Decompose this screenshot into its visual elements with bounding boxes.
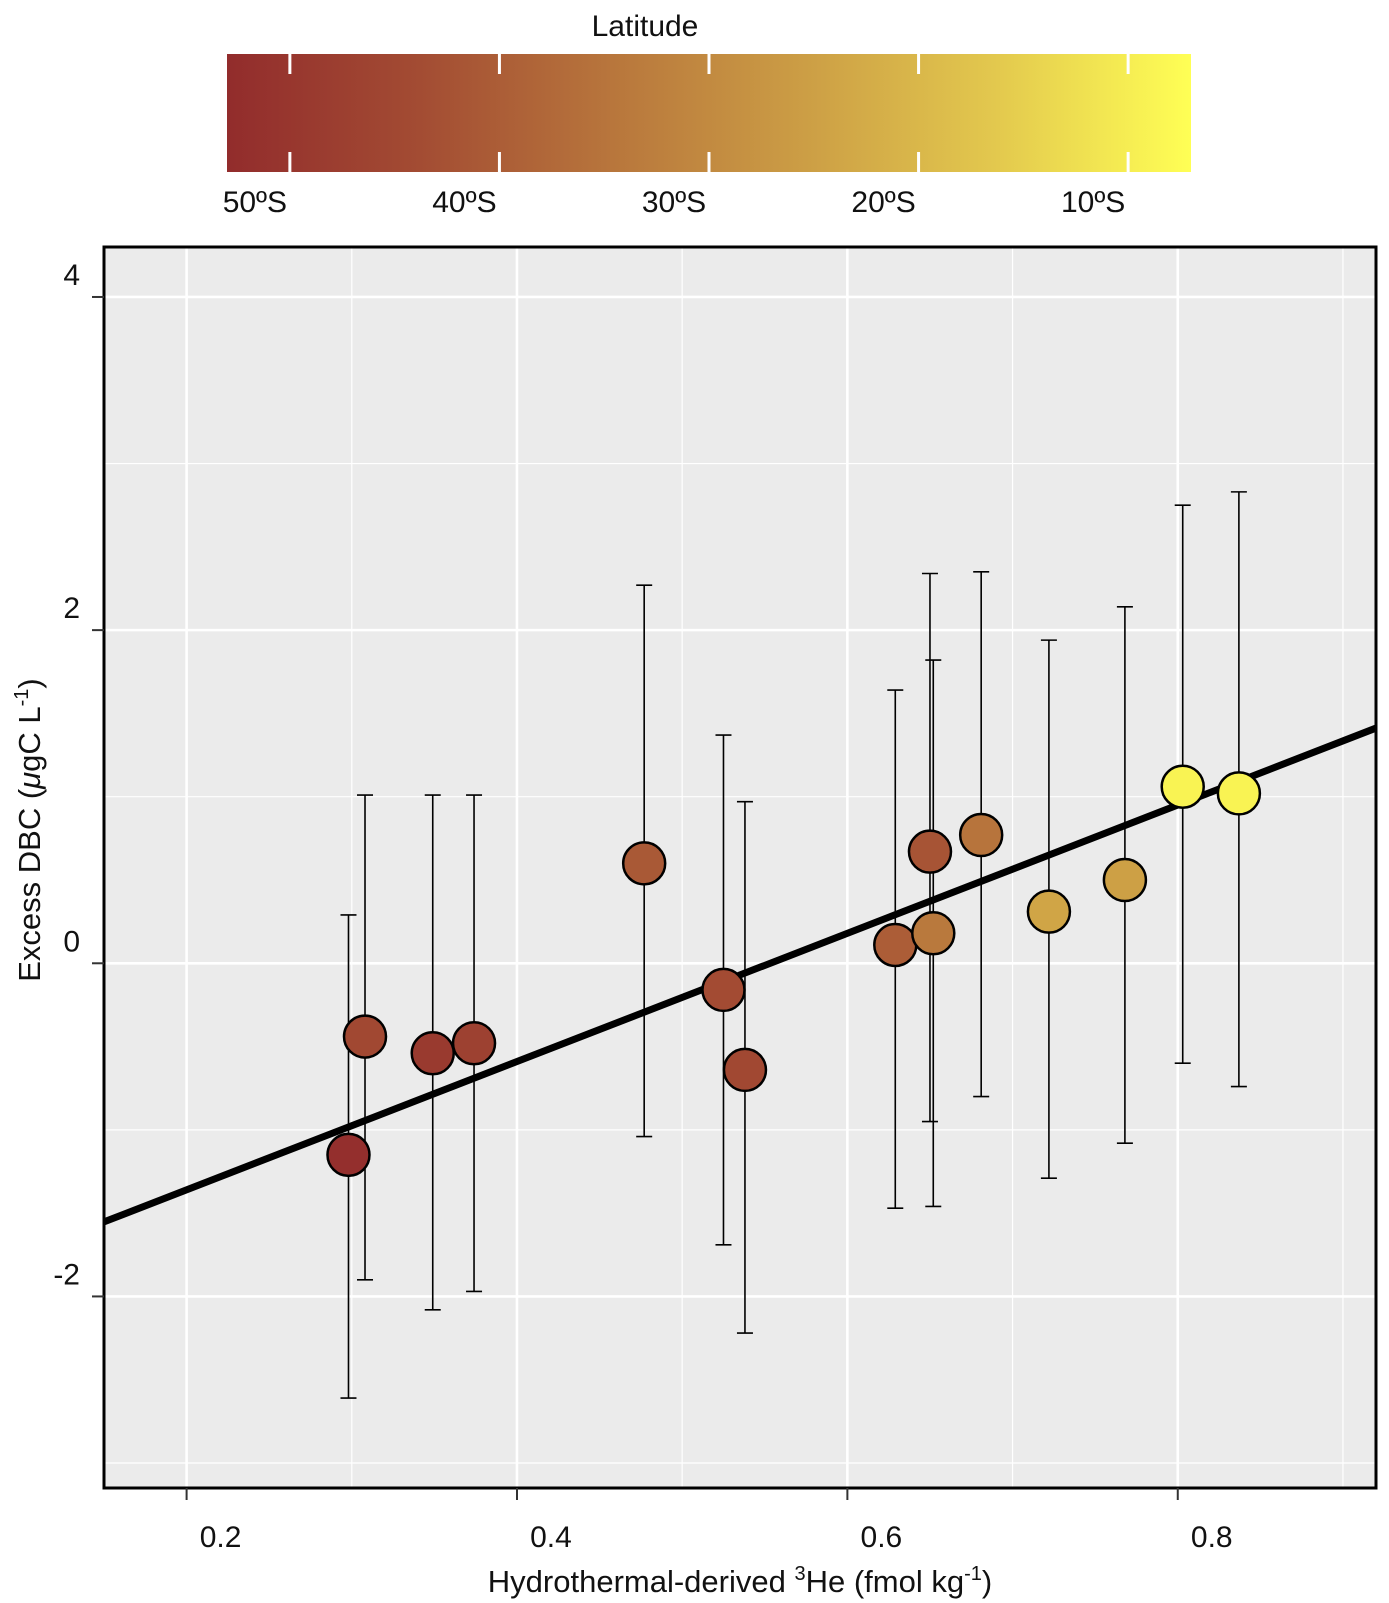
data-points: [326, 764, 1262, 1178]
y-axis-tick-label: 4: [63, 259, 80, 292]
y-axis-tick-label: 2: [63, 592, 80, 625]
colorbar-tick-label: 50ºS: [223, 186, 287, 219]
data-point: [451, 1020, 497, 1066]
data-point: [1216, 771, 1262, 816]
x-axis-tick-label: 0.6: [861, 1521, 903, 1554]
data-point: [722, 1047, 768, 1093]
axis-ticks: 0.2 0.4 0.6 0.8 -2 0 2 4: [53, 259, 1232, 1554]
data-point: [958, 812, 1004, 858]
data-point: [621, 841, 667, 886]
data-point: [410, 1030, 455, 1076]
data-point: [1026, 889, 1072, 934]
plot-background: [104, 247, 1376, 1488]
data-point: [873, 922, 918, 968]
colorbar-tick-label: 30ºS: [642, 186, 706, 219]
colorbar-tick-label: 10ºS: [1061, 186, 1125, 219]
data-point: [1160, 764, 1205, 809]
colorbar-tick-label: 40ºS: [432, 186, 496, 219]
y-axis-tick-label: 0: [63, 925, 80, 958]
colorbar: Latitude 50ºS 40ºS 30ºS 20ºS 10ºS: [223, 10, 1191, 219]
data-point: [1102, 857, 1148, 903]
data-point: [342, 1014, 388, 1059]
y-axis-tick-label: -2: [53, 1258, 80, 1291]
regression-line-group: [104, 724, 1376, 1226]
x-axis-title: Hydrothermal-derived 3He (fmol kg-1): [488, 1563, 992, 1599]
regression-line: [104, 724, 1376, 1226]
colorbar-tick-label: 20ºS: [851, 186, 915, 219]
plot-panel: 0.2 0.4 0.6 0.8 -2 0 2 4: [53, 245, 1378, 1554]
x-axis-tick-label: 0.8: [1191, 1521, 1233, 1554]
data-point: [701, 967, 746, 1013]
plot-border: [102, 245, 1378, 1490]
x-axis-tick-label: 0.2: [200, 1521, 242, 1554]
data-point: [911, 911, 956, 956]
y-axis-title: Excess DBC (μgC L-1): [11, 678, 47, 982]
colorbar-title: Latitude: [592, 10, 699, 43]
data-point: [326, 1132, 371, 1178]
x-axis-tick-label: 0.4: [530, 1521, 572, 1554]
data-point: [907, 829, 953, 874]
colorbar-ticks: 50ºS 40ºS 30ºS 20ºS 10ºS: [223, 54, 1130, 219]
